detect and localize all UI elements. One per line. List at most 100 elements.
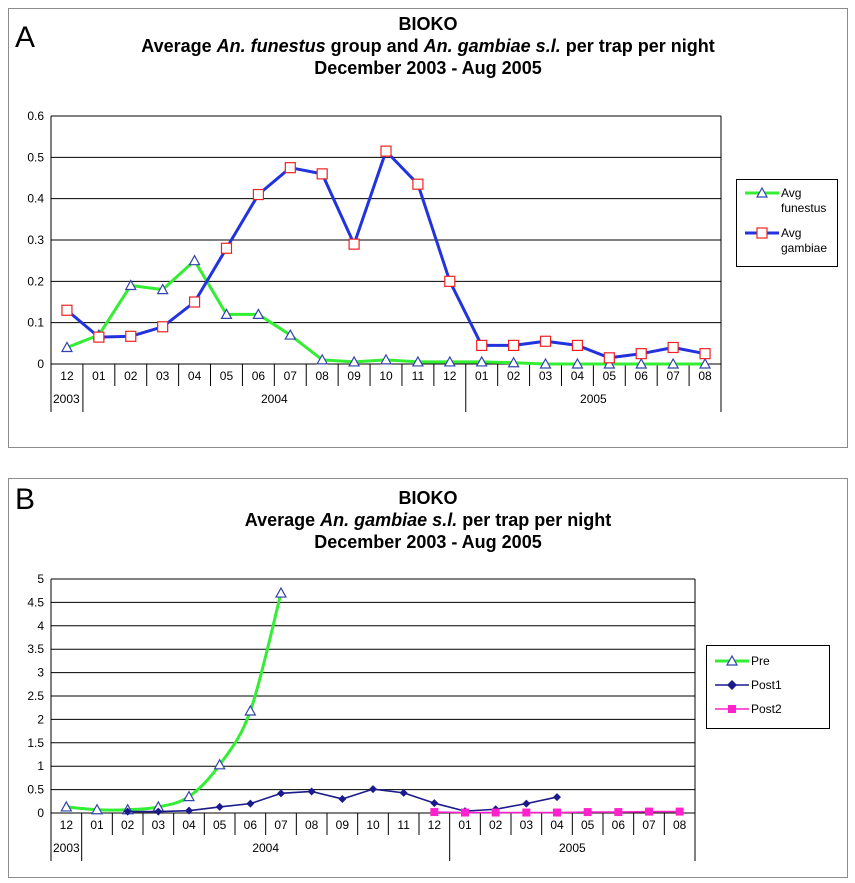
chart-a-ytick-label: 0.1	[27, 316, 44, 330]
chart-b-title: BIOKO	[398, 488, 458, 508]
chart-a-category-label: 03	[539, 369, 553, 383]
chart-b-ytick-label: 4.5	[27, 595, 44, 609]
chart-a-category-label: 08	[698, 369, 712, 383]
legend-post2-swatch	[715, 705, 749, 713]
chart-a-category-label: 07	[284, 369, 298, 383]
chart-b-category-label: 07	[274, 818, 288, 832]
chart-a-point-avg-gambiae	[188, 296, 201, 308]
chart-a-point-avg-gambiae	[667, 341, 679, 354]
chart-b-ytick-label: 0	[37, 806, 44, 820]
chart-b-category-label: 06	[244, 818, 258, 832]
chart-b-subtitle: Average An. gambiae s.l. per trap per ni…	[9, 509, 847, 531]
chart-a-point-avg-gambiae	[220, 242, 233, 254]
chart-a-point-avg-funestus	[379, 353, 393, 365]
chart-b-point-post2	[522, 808, 531, 817]
chart-a-subtitle-part: group and	[325, 36, 424, 56]
chart-a-ytick-label: 0.2	[27, 274, 44, 288]
chart-a-point-avg-funestus	[60, 341, 73, 353]
chart-b-point-post2	[553, 808, 561, 817]
legend-pre-swatch	[715, 654, 749, 666]
chart-panel-a: A BIOKO Average An. funestus group and A…	[8, 8, 848, 448]
chart-b-ytick-label: 1	[37, 759, 44, 773]
chart-b-category-label: 05	[581, 818, 595, 832]
legend-gambiae-swatch	[745, 227, 779, 239]
legend-post1-swatch	[715, 680, 749, 690]
chart-b-year-label: 2005	[559, 841, 586, 855]
chart-b-point-post2	[491, 808, 500, 817]
chart-a-point-avg-funestus	[603, 357, 616, 369]
chart-b-category-label: 11	[397, 818, 410, 832]
chart-a-title: BIOKO	[398, 14, 458, 34]
chart-a-point-avg-gambiae	[61, 304, 73, 316]
chart-a-point-avg-funestus	[411, 355, 424, 367]
chart-a-point-avg-funestus	[699, 357, 712, 369]
chart-b-ytick-label: 3	[37, 666, 44, 680]
chart-a-ytick-label: 0.3	[27, 233, 44, 247]
chart-b-point-post2	[675, 807, 684, 816]
chart-a-point-avg-gambiae	[476, 339, 488, 351]
chart-a-point-avg-gambiae	[125, 330, 137, 342]
chart-panel-b: B BIOKO Average An. gambiae s.l. per tra…	[8, 478, 848, 878]
chart-a-point-avg-funestus	[156, 283, 169, 295]
chart-b-point-pre	[90, 803, 104, 815]
chart-b-ytick-label: 2	[37, 712, 44, 726]
chart-b-subtitle-part: per trap per night	[457, 510, 612, 530]
chart-b-point-post2	[614, 808, 623, 817]
chart-a-point-avg-gambiae	[252, 188, 264, 201]
chart-a-category-label: 02	[507, 369, 521, 383]
chart-b-point-post1	[338, 794, 347, 803]
chart-b-point-post1	[553, 793, 561, 802]
chart-a-point-avg-gambiae	[539, 335, 552, 347]
chart-a-category-label: 07	[666, 369, 680, 383]
chart-b-point-post2	[430, 808, 439, 817]
chart-a-point-avg-funestus	[443, 355, 456, 367]
chart-b-series-line-pre	[66, 592, 283, 812]
chart-a-point-avg-funestus	[539, 357, 552, 369]
panel-label-a: A	[15, 21, 36, 54]
chart-b-ytick-label: 5	[37, 572, 44, 586]
chart-b-category-label: 03	[152, 818, 166, 832]
panel-label-b: B	[15, 483, 36, 516]
chart-b-point-post1	[522, 799, 531, 808]
legend-funestus-line1: Avg	[781, 186, 802, 200]
chart-a-point-avg-gambiae	[348, 238, 360, 250]
chart-a-plot: 0 0.1 0.2 0.3 0.4 0.5 0.6 12 01 02 03 04 05 06 07 08 09 1…	[27, 109, 722, 412]
chart-b-point-post1	[123, 807, 132, 816]
chart-b-category-label: 05	[213, 818, 227, 832]
chart-b-ytick-label: 3.5	[27, 642, 44, 656]
chart-a-point-avg-funestus	[667, 357, 680, 369]
legend-post1-label: Post1	[751, 678, 782, 692]
chart-a-category-label: 02	[124, 369, 138, 383]
chart-b-category-label: 09	[336, 818, 350, 832]
chart-a-year-label: 2003	[53, 392, 80, 406]
chart-a-point-avg-gambiae	[444, 275, 456, 287]
chart-b-ytick-label: 4	[37, 619, 44, 633]
chart-a-series-line-avg-funestus	[66, 259, 706, 366]
legend-gambiae-line2: gambiae	[781, 241, 828, 255]
chart-a-year-label: 2005	[580, 392, 607, 406]
chart-b-ytick-label: 2.5	[27, 689, 44, 703]
chart-b-point-post2	[583, 808, 592, 817]
chart-b-point-post1	[215, 802, 224, 811]
chart-b-point-pre	[244, 704, 257, 716]
chart-a-category-label: 05	[220, 369, 234, 383]
chart-a-point-avg-funestus	[252, 308, 265, 319]
chart-a-point-avg-gambiae	[157, 321, 169, 333]
chart-a-point-avg-funestus	[316, 353, 329, 365]
chart-b-point-post1	[277, 789, 285, 798]
chart-b-category-label: 01	[458, 818, 472, 832]
chart-b-category-label: 10	[366, 818, 380, 832]
chart-b-category-label: 02	[121, 818, 135, 832]
chart-b-point-post2	[645, 807, 653, 816]
chart-b-year-label: 2003	[53, 841, 80, 855]
chart-b-point-post1	[369, 785, 377, 794]
chart-a-category-label: 12	[443, 369, 457, 383]
chart-b-point-post1	[430, 799, 439, 808]
chart-a-point-avg-funestus	[188, 254, 201, 266]
chart-a-point-avg-gambiae	[93, 331, 105, 343]
chart-a-category-label: 10	[379, 369, 393, 383]
legend-pre-label: Pre	[751, 654, 770, 668]
chart-a-legend: Avg funestus Avg gambiae	[736, 179, 838, 267]
chart-a-point-avg-gambiae	[316, 168, 328, 180]
chart-b-point-pre	[274, 586, 288, 598]
